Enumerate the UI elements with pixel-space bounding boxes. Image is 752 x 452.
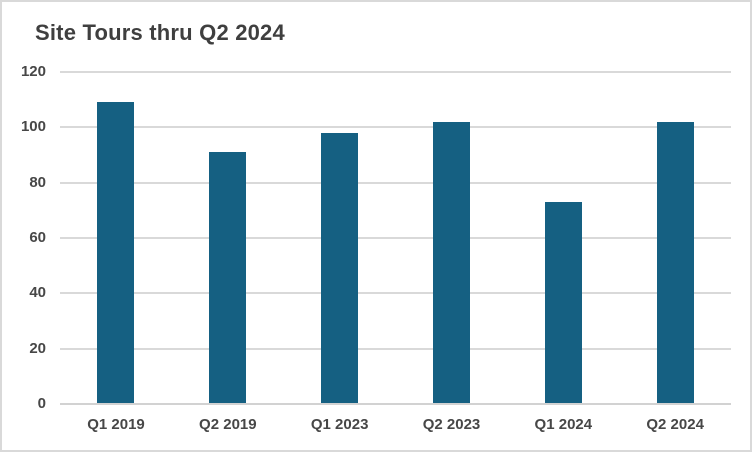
- y-axis-tick-label: 20: [29, 339, 46, 357]
- bar-q1-2023: [321, 133, 359, 404]
- x-axis-tick-label: Q1 2023: [310, 416, 369, 433]
- bar-q2-2019: [209, 152, 247, 404]
- gridline-y-40: [60, 292, 731, 295]
- gridline-y-60: [60, 237, 731, 239]
- y-axis-tick-label: 80: [29, 173, 46, 191]
- bar-q1-2019: [97, 102, 135, 404]
- plot-area: 0 20 40 60 80 100 120 Q1 2019 Q2 2019 Q1 2023 Q2 2…: [21, 63, 731, 433]
- y-axis-tick-label: 120: [20, 63, 46, 80]
- x-axis-tick-label: Q1 2019: [87, 416, 145, 433]
- x-axis-line: [60, 403, 731, 405]
- bar-q1-2024: [544, 202, 582, 404]
- x-axis-tick-label: Q2 2023: [422, 416, 481, 433]
- x-axis-tick-label: Q2 2019: [199, 416, 257, 433]
- bar-q2-2024: [656, 122, 694, 404]
- bar-q2-2023: [432, 122, 470, 404]
- gridline-y-20: [60, 347, 731, 350]
- gridline-y-120: [60, 71, 731, 73]
- x-axis-tick-label: Q1 2024: [534, 416, 593, 433]
- x-axis-tick-label: Q2 2024: [646, 416, 704, 433]
- gridline-y-80: [60, 181, 731, 184]
- y-axis-tick-label: 100: [20, 118, 46, 136]
- chart-title: Site Tours thru Q2 2024: [35, 20, 285, 45]
- y-axis-tick-label: 0: [37, 395, 46, 412]
- y-axis-tick-label: 60: [29, 229, 46, 246]
- gridline-y-100: [60, 126, 731, 129]
- y-axis-tick-label: 40: [29, 284, 46, 302]
